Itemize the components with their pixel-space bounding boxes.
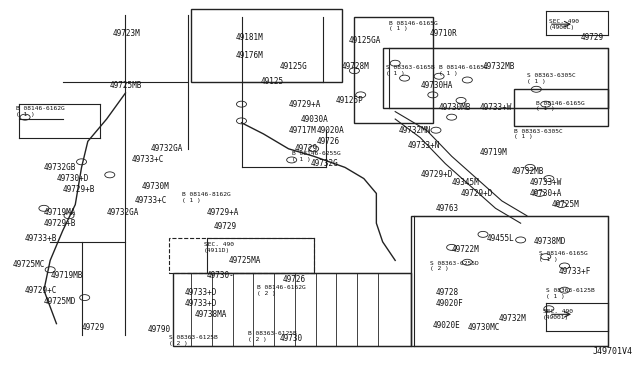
Text: B 08363-6305C
( 1 ): B 08363-6305C ( 1 ) xyxy=(515,128,563,140)
Text: B 08363-6125B
( 2 ): B 08363-6125B ( 2 ) xyxy=(248,331,296,342)
Bar xyxy=(355,17,433,123)
Text: 49730MC: 49730MC xyxy=(467,323,500,332)
Text: 49176M: 49176M xyxy=(236,51,263,60)
Text: 49728: 49728 xyxy=(436,288,459,296)
Text: B 08146-6162G
( 1 ): B 08146-6162G ( 1 ) xyxy=(16,106,65,117)
Text: 49763: 49763 xyxy=(436,204,459,213)
Text: 49729: 49729 xyxy=(81,323,105,332)
Text: 49733+D: 49733+D xyxy=(185,299,218,308)
Text: 49020E: 49020E xyxy=(433,321,461,330)
Text: 49726: 49726 xyxy=(317,137,340,146)
Text: 49729: 49729 xyxy=(213,222,236,231)
Text: 49030A: 49030A xyxy=(301,115,329,124)
Text: 49729+C: 49729+C xyxy=(25,286,58,295)
Text: 49729: 49729 xyxy=(580,33,604,42)
Text: 49719MA: 49719MA xyxy=(44,208,76,217)
Text: B 08146-8162G
( 1 ): B 08146-8162G ( 1 ) xyxy=(182,192,230,203)
Text: 49738MA: 49738MA xyxy=(195,310,227,319)
Text: 49722M: 49722M xyxy=(452,245,479,254)
Text: 49730+D: 49730+D xyxy=(56,174,89,183)
Text: 49719M: 49719M xyxy=(480,148,508,157)
Text: 49725M: 49725M xyxy=(552,200,580,209)
Text: S 08363-6255D
( 2 ): S 08363-6255D ( 2 ) xyxy=(429,260,479,272)
Text: B 08146-6255G
( 1 ): B 08146-6255G ( 1 ) xyxy=(292,151,340,162)
Text: 49729+B: 49729+B xyxy=(44,219,76,228)
Text: 49732MB: 49732MB xyxy=(483,62,515,71)
Text: 49729+B: 49729+B xyxy=(63,185,95,194)
Bar xyxy=(411,216,609,346)
Text: 49726: 49726 xyxy=(282,275,305,283)
Text: 49725MD: 49725MD xyxy=(44,297,76,306)
Bar xyxy=(191,9,342,82)
Text: 49125G: 49125G xyxy=(279,62,307,71)
Text: J49701V4: J49701V4 xyxy=(593,347,633,356)
Text: 49719MB: 49719MB xyxy=(50,271,83,280)
Text: 49733+B: 49733+B xyxy=(25,234,58,243)
Text: 49790: 49790 xyxy=(147,325,170,334)
Text: 49125: 49125 xyxy=(260,77,284,86)
Text: 49733+C: 49733+C xyxy=(135,196,167,205)
Text: S 08146-6165G
( 1 ): S 08146-6165G ( 1 ) xyxy=(540,251,588,262)
Text: 49732GA: 49732GA xyxy=(107,208,139,217)
Text: 49738MD: 49738MD xyxy=(533,237,566,246)
Bar xyxy=(515,89,609,126)
Text: 49729+D: 49729+D xyxy=(420,170,452,179)
Text: 49020A: 49020A xyxy=(317,126,344,135)
Text: 49733+W: 49733+W xyxy=(530,178,563,187)
Text: 49125GA: 49125GA xyxy=(348,36,381,45)
Text: 49020F: 49020F xyxy=(436,299,464,308)
Text: 49730M: 49730M xyxy=(141,182,169,190)
Text: 49733+D: 49733+D xyxy=(185,288,218,296)
Text: 49732MN: 49732MN xyxy=(398,126,431,135)
Text: 49732GA: 49732GA xyxy=(150,144,183,153)
Text: 49181M: 49181M xyxy=(236,33,263,42)
Text: 49729+A: 49729+A xyxy=(207,208,239,217)
Text: 49345M: 49345M xyxy=(452,178,479,187)
Text: 49728M: 49728M xyxy=(342,62,370,71)
Text: 49729+A: 49729+A xyxy=(289,100,321,109)
Text: SEC. 490
(4911D): SEC. 490 (4911D) xyxy=(204,242,234,253)
Text: B 08146-6165G
( 1 ): B 08146-6165G ( 1 ) xyxy=(536,100,585,112)
Text: B 08146-6162G
( 2 ): B 08146-6162G ( 2 ) xyxy=(257,285,306,296)
Bar xyxy=(170,238,314,273)
Text: S 08363-6125B
( 2 ): S 08363-6125B ( 2 ) xyxy=(170,335,218,346)
Text: 49455L: 49455L xyxy=(486,234,514,243)
Text: B 08146-6165G
( 1 ): B 08146-6165G ( 1 ) xyxy=(389,20,438,32)
Text: S 08363-6305C
( 1 ): S 08363-6305C ( 1 ) xyxy=(527,73,575,84)
Text: 49730HA: 49730HA xyxy=(420,81,452,90)
Text: S 08363-6125B
( 1 ): S 08363-6125B ( 1 ) xyxy=(546,288,595,299)
Text: SEC. 490
(49001): SEC. 490 (49001) xyxy=(543,309,573,320)
Text: 49733+C: 49733+C xyxy=(132,155,164,164)
Text: 49733+W: 49733+W xyxy=(480,103,512,112)
Text: 49125P: 49125P xyxy=(335,96,364,105)
Text: B 08146-6165G
( 1 ): B 08146-6165G ( 1 ) xyxy=(439,65,488,76)
Text: 49732M: 49732M xyxy=(499,314,527,323)
Text: 49717M: 49717M xyxy=(289,126,316,135)
Text: 49730MB: 49730MB xyxy=(439,103,472,112)
Text: 49729+D: 49729+D xyxy=(461,189,493,198)
Text: 49725MB: 49725MB xyxy=(110,81,142,90)
Text: 49723M: 49723M xyxy=(113,29,141,38)
Bar xyxy=(173,273,411,346)
Text: S 08363-6165B
( 1 ): S 08363-6165B ( 1 ) xyxy=(386,65,435,76)
Text: 49710R: 49710R xyxy=(429,29,458,38)
Text: 49730-: 49730- xyxy=(207,271,235,280)
Text: SEC. 490
(4900L): SEC. 490 (4900L) xyxy=(549,19,579,30)
Text: 49732GB: 49732GB xyxy=(44,163,76,172)
Text: 49730: 49730 xyxy=(279,334,302,343)
Text: 49732MB: 49732MB xyxy=(511,167,543,176)
Text: 49733+F: 49733+F xyxy=(558,267,591,276)
Text: 49725MA: 49725MA xyxy=(229,256,261,265)
Text: 49730+A: 49730+A xyxy=(530,189,563,198)
Text: 49732G: 49732G xyxy=(310,159,339,168)
Text: 49729: 49729 xyxy=(295,144,318,153)
Text: 49725MC: 49725MC xyxy=(13,260,45,269)
Bar xyxy=(383,48,609,108)
Text: 49733+N: 49733+N xyxy=(408,141,440,150)
